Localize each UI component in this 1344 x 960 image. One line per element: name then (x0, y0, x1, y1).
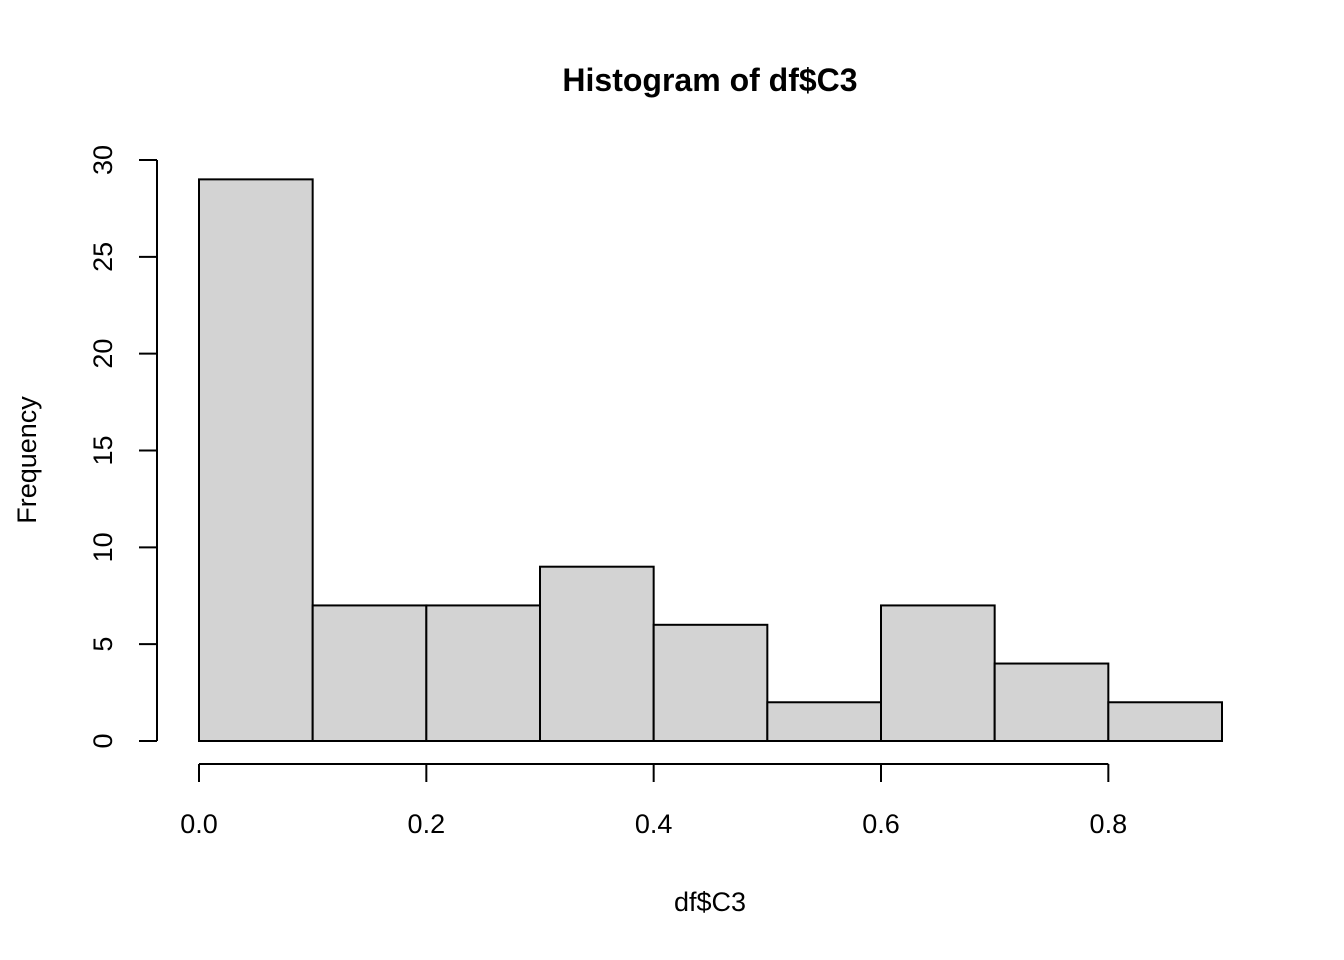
x-axis: 0.0 0.2 0.4 0.6 0.8 (180, 763, 1127, 839)
y-tick-label-7: 30 (88, 145, 118, 175)
chart-title: Histogram of df$C3 (562, 62, 857, 98)
x-tick-label-4: 0.6 (862, 809, 900, 839)
y-tick-label-6: 25 (88, 242, 118, 272)
histogram-bar-3 (425, 604, 542, 743)
histogram-bar-6 (766, 701, 882, 742)
x-ticks-group: 0.0 0.2 0.4 0.6 0.8 (180, 764, 1127, 839)
y-axis: 0 5 10 15 20 25 30 (88, 145, 158, 749)
y-tick-label-5: 20 (88, 339, 118, 369)
histogram-bar-5 (652, 623, 769, 742)
y-tick-label-3: 10 (88, 532, 118, 562)
y-tick-label-4: 15 (88, 435, 118, 465)
y-tick-label-1: 0 (88, 733, 118, 748)
x-tick-label-3: 0.4 (635, 809, 673, 839)
x-tick-label-1: 0.0 (180, 809, 218, 839)
histogram-bar-2 (311, 604, 428, 743)
x-tick-label-5: 0.8 (1090, 809, 1128, 839)
histogram-bar-4 (539, 565, 655, 743)
histogram-bar-7 (880, 604, 996, 743)
y-axis-label: Frequency (12, 396, 42, 524)
histogram-bar-1 (198, 178, 314, 743)
bars-group (198, 178, 1224, 743)
x-tick-label-2: 0.2 (408, 809, 446, 839)
x-axis-label: df$C3 (674, 887, 746, 917)
y-ticks-group: 0 5 10 15 20 25 30 (88, 145, 157, 749)
y-tick-label-2: 5 (88, 637, 118, 652)
histogram-bar-8 (993, 662, 1110, 742)
histogram-bar-9 (1107, 701, 1224, 742)
